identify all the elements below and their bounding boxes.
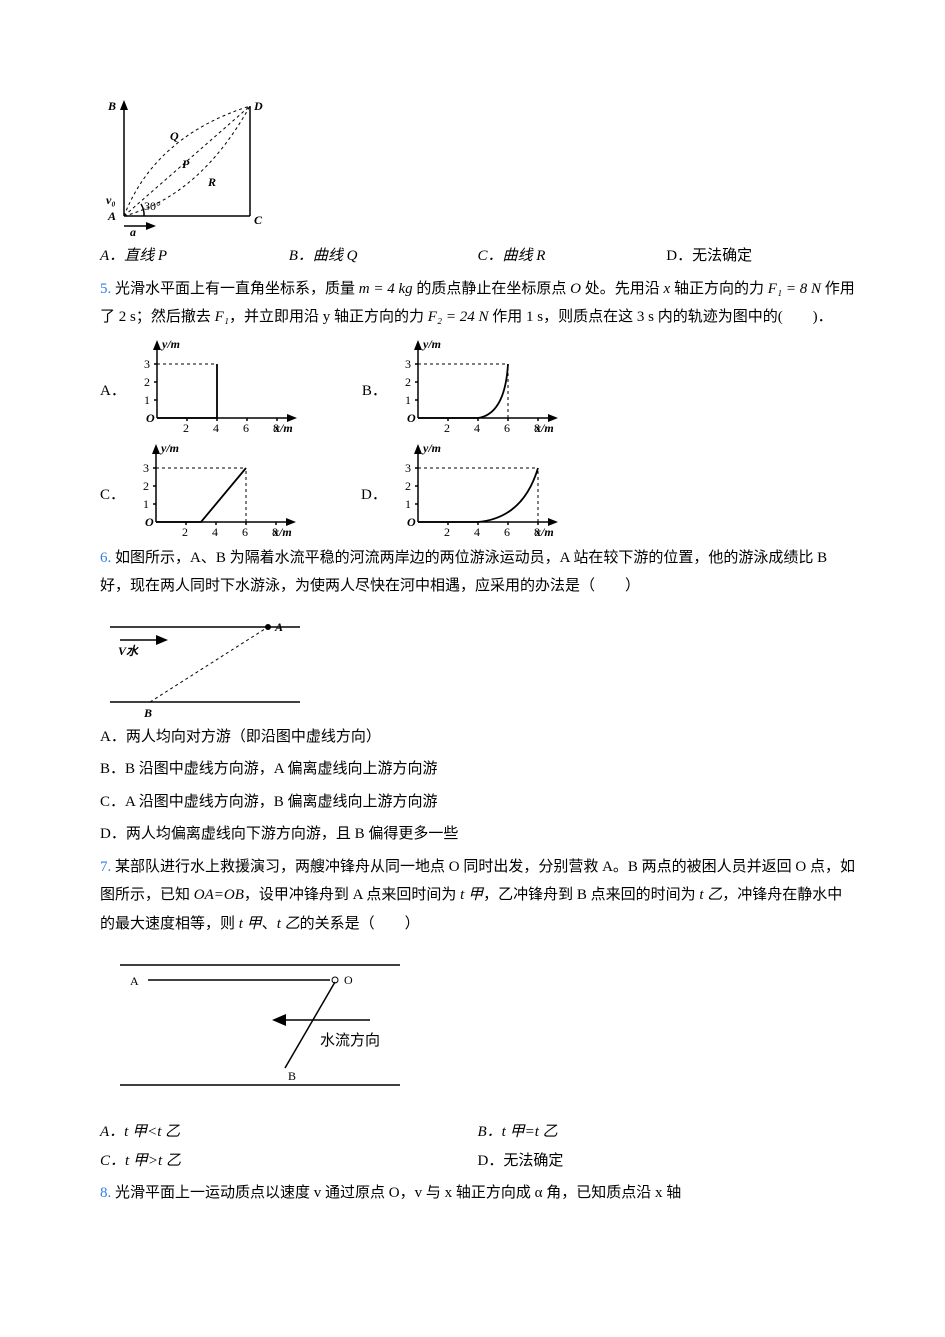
- q6-opt-d: D．两人均偏离虚线向下游方向游，且 B 偏得更多一些: [100, 820, 855, 849]
- svg-text:B: B: [288, 1069, 296, 1083]
- svg-text:2: 2: [182, 525, 188, 539]
- svg-text:1: 1: [143, 497, 149, 511]
- svg-text:6: 6: [504, 525, 510, 539]
- svg-text:6: 6: [504, 421, 510, 435]
- svg-text:v₀: v₀: [106, 193, 116, 207]
- q6-stem: 6. 如图所示，A、B 为隔着水流平稳的河流两岸边的两位游泳运动员，A 站在较下…: [100, 544, 855, 601]
- q4-diagram: B D Q P R A C v₀ a 30°: [100, 96, 855, 236]
- svg-text:8: 8: [272, 525, 278, 539]
- q4-opt-c: C．曲线 R: [478, 242, 667, 271]
- svg-text:2: 2: [444, 421, 450, 435]
- svg-text:O: O: [145, 515, 154, 529]
- svg-text:2: 2: [144, 375, 150, 389]
- svg-text:4: 4: [212, 525, 218, 539]
- svg-text:8: 8: [273, 421, 279, 435]
- svg-text:y/m: y/m: [159, 441, 179, 455]
- svg-text:Q: Q: [170, 129, 179, 143]
- svg-text:3: 3: [143, 461, 149, 475]
- svg-text:4: 4: [474, 421, 480, 435]
- q5-graph-d: D． y/m x/m O 1 2 3 2 4 6 8: [361, 440, 563, 540]
- q7-options: A．t 甲<t 乙 B．t 甲=t 乙 C．t 甲>t 乙 D．无法确定: [100, 1118, 855, 1175]
- svg-text:3: 3: [405, 461, 411, 475]
- svg-text:4: 4: [474, 525, 480, 539]
- q5-graph-c: C． y/m x/m O 1 2 3 2 4 6 8: [100, 440, 301, 540]
- svg-text:y/m: y/m: [421, 441, 441, 455]
- svg-text:2: 2: [405, 479, 411, 493]
- q7-opt-c: C．t 甲>t 乙: [100, 1147, 478, 1176]
- q7-stem: 7. 某部队进行水上救援演习，两艘冲锋舟从同一地点 O 同时出发，分别营救 A。…: [100, 853, 855, 939]
- q5-number: 5.: [100, 281, 111, 297]
- q6-diagram: V水 A B: [100, 607, 855, 717]
- svg-text:A: A: [107, 209, 116, 223]
- svg-text:P: P: [182, 157, 190, 171]
- q6-opt-b: B．B 沿图中虚线方向游，A 偏离虚线向上游方向游: [100, 755, 855, 784]
- svg-text:y/m: y/m: [160, 337, 180, 351]
- svg-text:3: 3: [405, 357, 411, 371]
- svg-text:1: 1: [405, 497, 411, 511]
- q8-number: 8.: [100, 1185, 111, 1201]
- svg-text:3: 3: [144, 357, 150, 371]
- q4-opt-d: D．无法确定: [666, 242, 855, 271]
- svg-text:2: 2: [444, 525, 450, 539]
- svg-text:a: a: [130, 225, 136, 236]
- q6-number: 6.: [100, 550, 111, 566]
- svg-text:B: B: [107, 99, 116, 113]
- q5-graphs-row1: A． y/m x/m O 1 2 3 2 4 6 8 B．: [100, 336, 855, 436]
- q7-diagram: A O B 水流方向: [100, 950, 855, 1100]
- q7-opt-b: B．t 甲=t 乙: [478, 1118, 856, 1147]
- svg-text:B: B: [143, 706, 152, 717]
- svg-text:O: O: [146, 411, 155, 425]
- svg-text:R: R: [207, 175, 216, 189]
- svg-text:2: 2: [405, 375, 411, 389]
- svg-text:4: 4: [213, 421, 219, 435]
- q7-opt-a: A．t 甲<t 乙: [100, 1118, 478, 1147]
- svg-text:30°: 30°: [144, 199, 161, 213]
- svg-text:6: 6: [242, 525, 248, 539]
- q5-graph-b: B． y/m x/m O 1 2 3 2 4 6 8: [362, 336, 563, 436]
- q7-number: 7.: [100, 859, 111, 875]
- q5-graph-a: A． y/m x/m O 1 2 3 2 4 6 8: [100, 336, 302, 436]
- svg-text:D: D: [253, 99, 263, 113]
- q4-opt-a: A．直线 P: [100, 242, 289, 271]
- q6-opt-a: A．两人均向对方游（即沿图中虚线方向）: [100, 723, 855, 752]
- svg-text:1: 1: [144, 393, 150, 407]
- q8-stem: 8. 光滑平面上一运动质点以速度 v 通过原点 O，v 与 x 轴正方向成 α …: [100, 1179, 855, 1208]
- svg-text:C: C: [254, 213, 263, 227]
- svg-text:6: 6: [243, 421, 249, 435]
- svg-text:2: 2: [183, 421, 189, 435]
- svg-text:O: O: [407, 515, 416, 529]
- svg-text:2: 2: [143, 479, 149, 493]
- q5-graphs-row2: C． y/m x/m O 1 2 3 2 4 6 8 D．: [100, 440, 855, 540]
- svg-text:A: A: [130, 974, 139, 988]
- q4-svg: B D Q P R A C v₀ a 30°: [100, 96, 270, 236]
- svg-text:y/m: y/m: [421, 337, 441, 351]
- svg-text:A: A: [274, 620, 283, 634]
- q4-options: A．直线 P B．曲线 Q C．曲线 R D．无法确定: [100, 242, 855, 271]
- q4-opt-b: B．曲线 Q: [289, 242, 478, 271]
- svg-text:V水: V水: [118, 644, 139, 658]
- q6-opt-c: C．A 沿图中虚线方向游，B 偏离虚线向上游方向游: [100, 788, 855, 817]
- svg-text:O: O: [344, 973, 353, 987]
- svg-text:O: O: [407, 411, 416, 425]
- svg-text:1: 1: [405, 393, 411, 407]
- q7-opt-d: D．无法确定: [478, 1147, 856, 1176]
- svg-text:8: 8: [534, 525, 540, 539]
- svg-text:水流方向: 水流方向: [320, 1032, 380, 1049]
- svg-text:8: 8: [534, 421, 540, 435]
- q5-stem: 5. 光滑水平面上有一直角坐标系，质量 m = 4 kg 的质点静止在坐标原点 …: [100, 275, 855, 332]
